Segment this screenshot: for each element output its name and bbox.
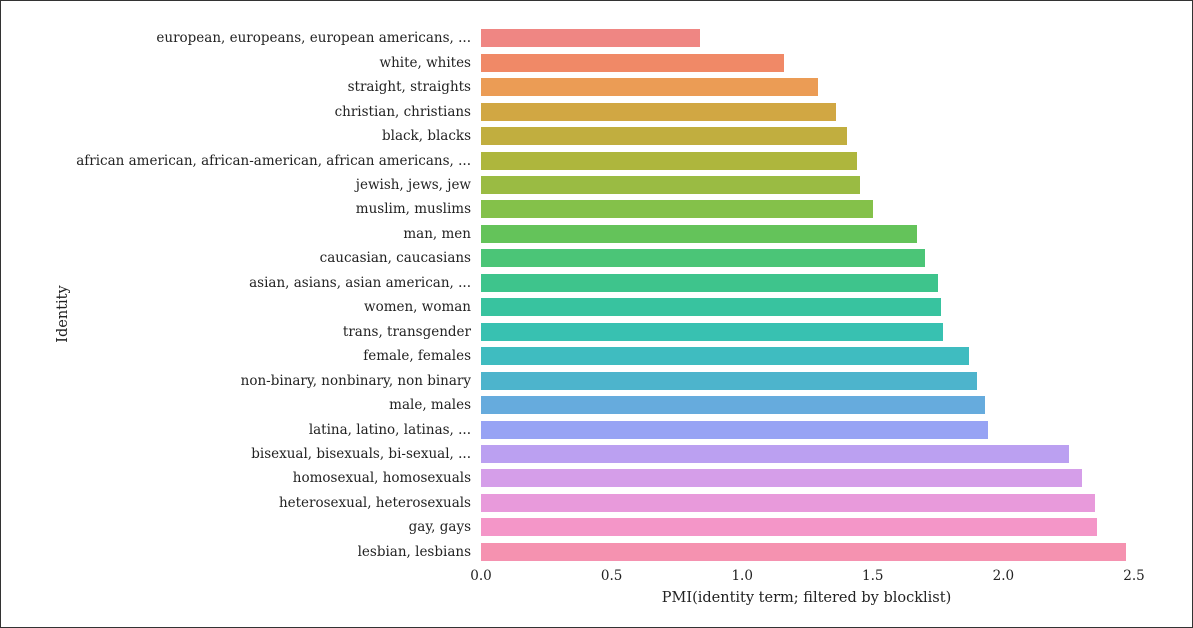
bar [481, 347, 969, 365]
y-tick-label: african american, african-american, afri… [76, 153, 471, 169]
bar [481, 152, 857, 170]
bar [481, 103, 836, 121]
x-axis-title: PMI(identity term; filtered by blocklist… [481, 590, 1132, 606]
bar [481, 29, 700, 47]
y-tick-label: bisexual, bisexuals, bi-sexual, ... [251, 446, 471, 462]
bar [481, 445, 1069, 463]
y-tick-label: caucasian, caucasians [320, 250, 471, 266]
y-tick-label: male, males [389, 397, 471, 413]
x-tick-label: 0.5 [601, 568, 622, 584]
bar [481, 176, 860, 194]
x-tick-label: 1.0 [731, 568, 752, 584]
y-tick-label: straight, straights [348, 79, 471, 95]
chart-container: Identity european, europeans, european a… [21, 26, 1172, 602]
x-tick-label: 1.5 [862, 568, 883, 584]
bar [481, 494, 1095, 512]
y-tick-label: gay, gays [409, 519, 471, 535]
bar [481, 518, 1097, 536]
plot-area [481, 26, 1132, 562]
x-tick-label: 2.0 [993, 568, 1014, 584]
y-axis-title: Identity [55, 285, 71, 342]
y-tick-label: muslim, muslims [356, 201, 471, 217]
bar [481, 200, 873, 218]
y-tick-label: black, blacks [382, 128, 471, 144]
bar [481, 323, 943, 341]
bar [481, 274, 938, 292]
x-tick-label: 2.5 [1123, 568, 1144, 584]
y-tick-label: non-binary, nonbinary, non binary [241, 373, 471, 389]
y-tick-label: female, females [363, 348, 471, 364]
bar [481, 249, 925, 267]
y-tick-label: women, woman [364, 299, 471, 315]
bar [481, 225, 917, 243]
y-tick-label: lesbian, lesbians [358, 544, 471, 560]
y-tick-label: heterosexual, heterosexuals [279, 495, 471, 511]
bar [481, 298, 941, 316]
y-tick-label: european, europeans, european americans,… [156, 30, 471, 46]
bar [481, 469, 1082, 487]
bar [481, 421, 988, 439]
bar [481, 396, 985, 414]
y-tick-label: asian, asians, asian american, ... [249, 275, 471, 291]
bar [481, 54, 784, 72]
x-tick-label: 0.0 [470, 568, 491, 584]
y-tick-label: jewish, jews, jew [356, 177, 471, 193]
y-tick-label: homosexual, homosexuals [293, 470, 471, 486]
y-tick-label: white, whites [380, 55, 471, 71]
y-tick-label: man, men [403, 226, 471, 242]
bar [481, 127, 847, 145]
bar [481, 78, 818, 96]
y-tick-label: christian, christians [335, 104, 471, 120]
y-tick-label: trans, transgender [343, 324, 471, 340]
bar [481, 372, 977, 390]
y-tick-label: latina, latino, latinas, ... [309, 422, 471, 438]
grid-line [1134, 26, 1135, 562]
bar [481, 543, 1126, 561]
